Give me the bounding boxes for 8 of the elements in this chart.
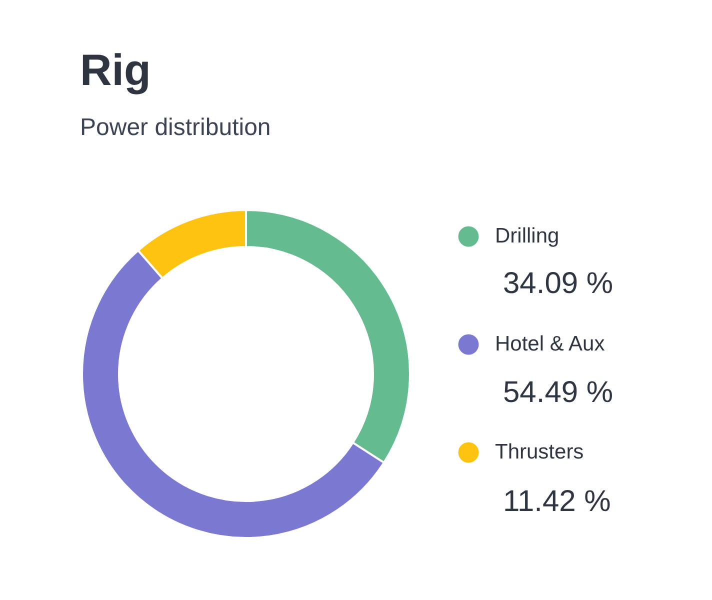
data-label: 54.49 % bbox=[503, 376, 614, 409]
legend-label: Drilling bbox=[495, 224, 560, 248]
chart-title: Rig bbox=[80, 46, 151, 95]
legend-label: Hotel & Aux bbox=[495, 332, 606, 356]
chart-subtitle: Power distribution bbox=[80, 114, 271, 141]
legend-label: Thrusters bbox=[495, 440, 584, 464]
data-label: 11.42 % bbox=[503, 485, 611, 518]
data-label: 34.09 % bbox=[503, 267, 614, 300]
